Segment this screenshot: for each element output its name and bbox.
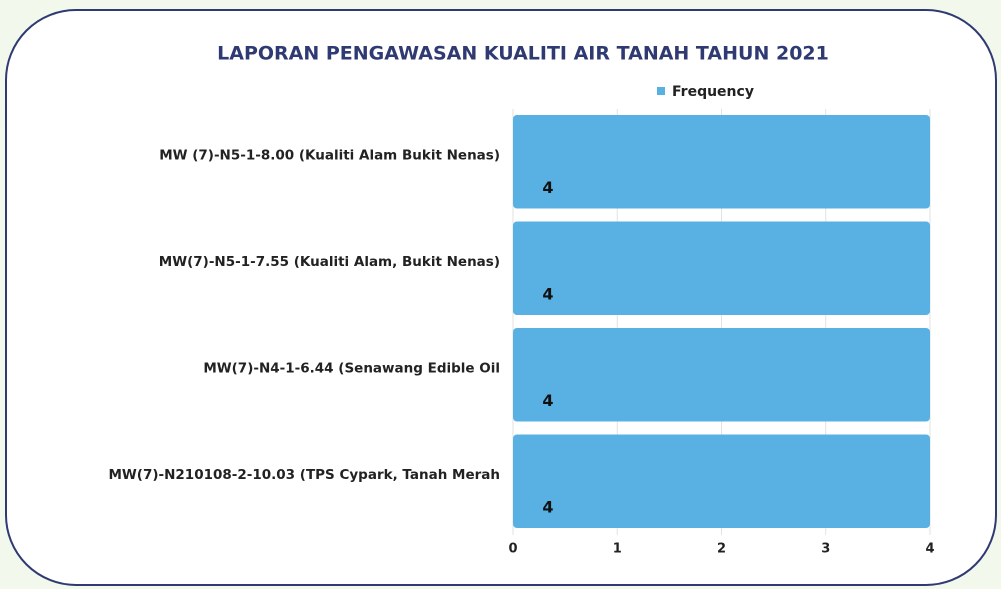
bar <box>513 328 930 422</box>
x-tick-label: 2 <box>717 542 726 557</box>
x-tick-label: 3 <box>821 542 830 557</box>
bar <box>513 221 930 315</box>
y-tick-label: MW (7)-N5-1-8.00 (Kualiti Alam Bukit Nen… <box>159 147 500 163</box>
bar <box>513 115 930 209</box>
data-label: 4 <box>542 178 553 197</box>
x-tick-label: 1 <box>613 542 622 557</box>
legend-swatch <box>657 87 665 95</box>
chart-title: LAPORAN PENGAWASAN KUALITI AIR TANAH TAH… <box>217 43 829 65</box>
y-tick-label: MW(7)-N5-1-7.55 (Kualiti Alam, Bukit Nen… <box>159 254 500 270</box>
x-tick-label: 0 <box>508 542 517 557</box>
bar <box>513 434 930 528</box>
data-label: 4 <box>542 391 553 410</box>
data-label: 4 <box>542 498 553 517</box>
x-tick-label: 4 <box>925 542 934 557</box>
y-tick-label: MW(7)-N4-1-6.44 (Senawang Edible Oil <box>203 360 500 376</box>
data-label: 4 <box>542 285 553 304</box>
y-tick-label: MW(7)-N210108-2-10.03 (TPS Cypark, Tanah… <box>108 467 500 483</box>
legend-label: Frequency <box>672 84 754 100</box>
